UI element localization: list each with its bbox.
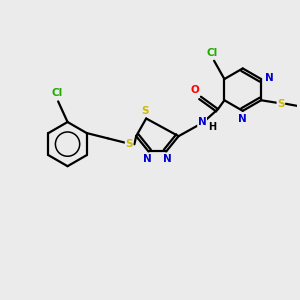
Text: N: N (163, 154, 172, 164)
Text: S: S (125, 139, 133, 149)
Text: S: S (141, 106, 148, 116)
Text: Cl: Cl (51, 88, 62, 98)
Text: Cl: Cl (207, 48, 218, 59)
Text: N: N (198, 117, 206, 127)
Text: N: N (143, 154, 152, 164)
Text: O: O (190, 85, 199, 95)
Text: N: N (238, 114, 247, 124)
Text: N: N (265, 73, 274, 82)
Text: S: S (277, 99, 285, 109)
Text: H: H (208, 122, 216, 132)
